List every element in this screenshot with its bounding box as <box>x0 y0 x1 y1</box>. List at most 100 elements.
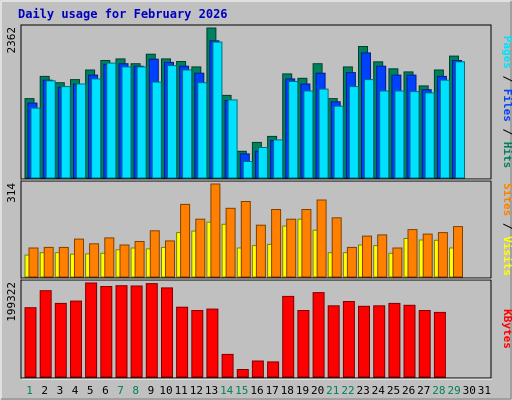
bar-kbytes-day-22 <box>342 301 355 378</box>
y-axis-label-visits-sites: Sites / Visits <box>501 183 512 276</box>
bar-kbytes-day-13 <box>206 308 219 378</box>
bar-sites-day-13 <box>210 183 221 278</box>
x-tick-label-day-21: 21 <box>326 384 339 397</box>
panel-visits-sites: 314 Sites / Visits <box>5 180 512 280</box>
bar-sites-day-5 <box>89 243 100 278</box>
x-tick-label-day-24: 24 <box>372 384 386 397</box>
bar-kbytes-day-27 <box>418 310 431 378</box>
bar-sites-day-3 <box>58 246 69 278</box>
x-tick-label-day-28: 28 <box>432 384 445 397</box>
bar-kbytes-day-5 <box>85 282 98 378</box>
bar-sites-day-28 <box>437 232 448 278</box>
y-axis-label-part-hits-files-pages-2: Files <box>501 89 512 122</box>
bar-pages-day-4 <box>76 83 86 179</box>
y-max-label-hits-files-pages: 2362 <box>5 27 18 54</box>
bar-kbytes-day-15 <box>236 369 249 378</box>
bar-kbytes-day-14 <box>221 353 234 378</box>
y-axis-label-part-visits-sites-2: Visits <box>501 236 512 276</box>
x-tick-label-day-29: 29 <box>447 384 460 397</box>
x-tick-label-day-18: 18 <box>281 384 294 397</box>
bar-pages-day-24 <box>379 90 390 179</box>
bar-pages-day-2 <box>45 80 56 179</box>
bar-kbytes-day-9 <box>145 283 158 378</box>
bar-kbytes-day-26 <box>403 304 416 378</box>
x-tick-label-day-23: 23 <box>356 384 369 397</box>
bar-sites-day-27 <box>422 233 433 278</box>
bar-sites-day-9 <box>149 230 160 278</box>
bar-pages-day-21 <box>333 105 344 179</box>
bar-kbytes-day-6 <box>100 286 113 378</box>
bar-sites-day-18 <box>286 218 297 278</box>
bar-kbytes-day-10 <box>161 287 173 378</box>
bar-pages-day-8 <box>136 66 147 179</box>
bar-sites-day-22 <box>346 246 357 278</box>
x-tick-label-day-10: 10 <box>159 384 172 397</box>
y-max-label-visits-sites: 314 <box>5 183 18 203</box>
bar-pages-day-6 <box>106 62 117 179</box>
bar-pages-day-20 <box>318 88 329 179</box>
bar-sites-day-16 <box>255 224 266 278</box>
bar-sites-day-12 <box>195 218 206 278</box>
bar-pages-day-10 <box>167 65 177 179</box>
x-tick-label-day-8: 8 <box>132 384 139 397</box>
bar-sites-day-20 <box>316 199 327 278</box>
bar-kbytes-day-17 <box>267 361 280 378</box>
bar-kbytes-day-12 <box>191 310 204 378</box>
bar-pages-day-9 <box>151 81 162 179</box>
x-tick-label-day-16: 16 <box>250 384 263 397</box>
x-tick-label-day-12: 12 <box>190 384 203 397</box>
bar-pages-day-27 <box>424 92 435 179</box>
bar-kbytes-day-25 <box>388 302 401 378</box>
bar-pages-day-16 <box>257 147 268 179</box>
bar-sites-day-2 <box>43 246 54 278</box>
bar-kbytes-day-18 <box>282 295 295 378</box>
bar-sites-day-26 <box>407 229 418 278</box>
x-tick-label-day-3: 3 <box>57 384 64 397</box>
bar-pages-day-13 <box>212 41 223 179</box>
bar-sites-day-23 <box>362 235 372 278</box>
bar-sites-day-14 <box>225 207 236 278</box>
bar-kbytes-day-28 <box>433 311 446 378</box>
y-axis-label-kbytes: KBytes <box>501 309 512 349</box>
bar-sites-day-24 <box>377 234 388 278</box>
bar-pages-day-18 <box>288 81 299 179</box>
bar-kbytes-day-7 <box>115 285 128 378</box>
panel-kbytes: 199322 KBytes <box>5 279 512 380</box>
bar-pages-day-14 <box>227 99 238 179</box>
y-axis-label-hits-files-pages: Pages / Files / Hits <box>501 36 512 169</box>
bar-pages-day-26 <box>409 91 420 179</box>
bar-kbytes-day-23 <box>358 305 370 378</box>
y-max-label-kbytes: 199322 <box>5 282 18 322</box>
bar-pages-day-1 <box>30 107 41 179</box>
y-axis-label-part-hits-files-pages-1: / <box>501 69 512 89</box>
y-axis-label-part-hits-files-pages-4: Hits <box>501 142 512 169</box>
x-tick-label-day-1: 1 <box>26 384 33 397</box>
bar-pages-day-22 <box>348 86 359 179</box>
x-tick-label-day-5: 5 <box>87 384 94 397</box>
bar-kbytes-day-8 <box>130 285 143 378</box>
bar-kbytes-day-1 <box>24 307 37 378</box>
x-tick-label-day-9: 9 <box>148 384 155 397</box>
bar-kbytes-day-4 <box>70 300 82 378</box>
x-tick-label-day-31: 31 <box>478 384 491 397</box>
x-tick-label-day-13: 13 <box>205 384 218 397</box>
bar-kbytes-day-16 <box>251 360 264 378</box>
chart-panels: 2362 Pages / Files / Hits 314 Sites / Visit… <box>5 24 512 380</box>
bar-pages-day-7 <box>121 66 132 179</box>
x-tick-label-day-6: 6 <box>102 384 109 397</box>
bar-pages-day-28 <box>439 79 450 179</box>
bar-sites-day-7 <box>119 244 130 278</box>
bar-sites-day-15 <box>240 201 251 278</box>
x-tick-label-day-4: 4 <box>72 384 79 397</box>
x-tick-label-day-14: 14 <box>220 384 234 397</box>
bar-kbytes-day-20 <box>312 292 325 378</box>
x-tick-label-day-15: 15 <box>235 384 248 397</box>
bar-pages-day-29 <box>455 61 465 179</box>
x-tick-label-day-11: 11 <box>175 384 188 397</box>
x-tick-label-day-26: 26 <box>402 384 415 397</box>
bar-sites-day-25 <box>392 247 403 278</box>
bar-pages-day-19 <box>303 90 314 179</box>
panel-hits-files-pages: 2362 Pages / Files / Hits <box>5 24 512 181</box>
bar-sites-day-8 <box>134 241 145 278</box>
